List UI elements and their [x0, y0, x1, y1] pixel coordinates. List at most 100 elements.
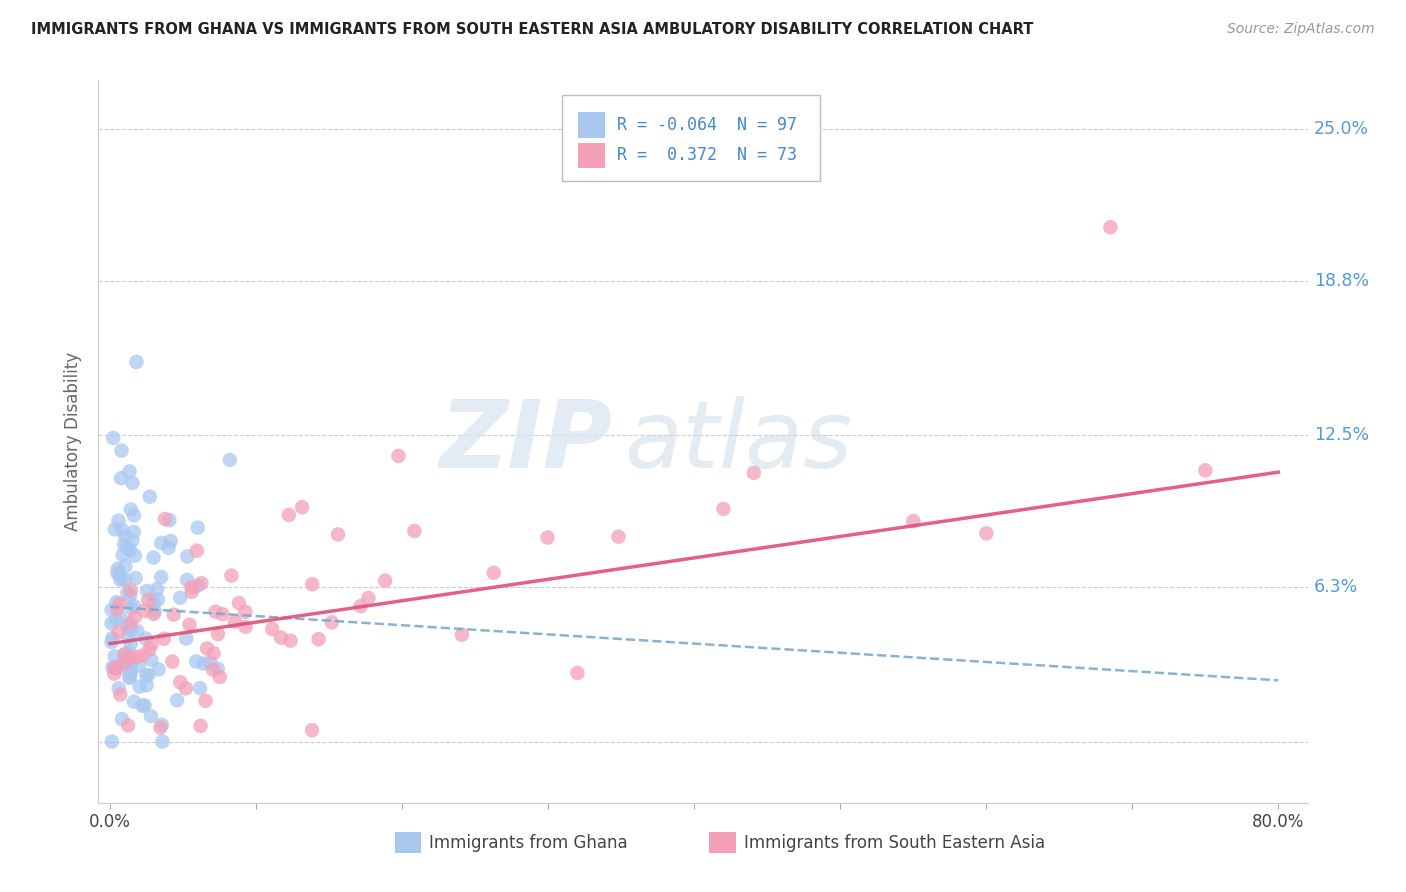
Point [117, 659, 139, 673]
Point [110, 443, 132, 458]
Point [152, 734, 174, 748]
Point [321, 615, 343, 630]
Point [134, 604, 156, 618]
Point [202, 646, 225, 660]
Point [326, 527, 349, 541]
Point [146, 592, 169, 607]
Point [169, 591, 191, 605]
Bar [709, 831, 735, 854]
Text: Source: ZipAtlas.com: Source: ZipAtlas.com [1227, 22, 1375, 37]
Point [451, 628, 474, 642]
Point [107, 566, 129, 581]
Point [404, 524, 426, 538]
Point [270, 631, 292, 645]
Point [903, 514, 925, 528]
Point [567, 665, 589, 680]
Point [114, 529, 136, 543]
Point [482, 566, 505, 580]
Point [142, 595, 165, 609]
Point [121, 623, 143, 637]
Point [104, 649, 127, 664]
Point [143, 605, 166, 619]
Point [100, 635, 122, 649]
Point [104, 661, 127, 675]
Text: atlas: atlas [624, 396, 852, 487]
Point [103, 666, 125, 681]
Point [179, 617, 201, 632]
Point [228, 596, 250, 610]
Point [1194, 463, 1216, 477]
Point [111, 712, 134, 726]
Point [387, 449, 409, 463]
Point [114, 559, 136, 574]
Point [233, 605, 256, 619]
Point [162, 655, 184, 669]
Point [180, 580, 202, 594]
Point [117, 586, 139, 600]
Point [374, 574, 396, 588]
Point [124, 571, 146, 585]
Point [180, 584, 202, 599]
Point [159, 533, 181, 548]
Point [280, 633, 302, 648]
Bar [578, 143, 605, 168]
Point [110, 610, 132, 624]
Text: R = -0.064  N = 97: R = -0.064 N = 97 [617, 116, 797, 134]
Point [174, 632, 197, 646]
Text: Immigrants from South Eastern Asia: Immigrants from South Eastern Asia [744, 833, 1045, 852]
Point [111, 548, 134, 562]
Point [105, 595, 128, 609]
Point [146, 582, 169, 597]
Point [134, 698, 156, 713]
Point [169, 675, 191, 690]
Point [108, 596, 131, 610]
Point [110, 573, 132, 587]
Point [121, 475, 143, 490]
Point [128, 658, 150, 673]
Point [127, 624, 149, 639]
Point [118, 670, 141, 684]
Point [190, 719, 212, 733]
Point [204, 605, 226, 619]
Point [301, 577, 323, 591]
Point [115, 541, 138, 555]
Point [122, 508, 145, 523]
Point [186, 543, 208, 558]
Point [112, 538, 135, 552]
Point [139, 490, 162, 504]
Point [104, 661, 127, 675]
Point [120, 665, 142, 679]
Point [136, 593, 159, 607]
Point [308, 632, 330, 647]
Point [100, 616, 122, 631]
Point [187, 579, 209, 593]
Point [187, 520, 209, 534]
Point [104, 522, 127, 536]
Point [111, 523, 134, 537]
Point [157, 513, 180, 527]
Point [107, 514, 129, 528]
Text: 18.8%: 18.8% [1313, 272, 1369, 290]
Point [193, 657, 215, 671]
Point [118, 620, 141, 634]
Point [713, 502, 735, 516]
Point [198, 656, 221, 670]
Text: 25.0%: 25.0% [1313, 120, 1369, 138]
Point [114, 573, 136, 587]
Point [111, 656, 134, 670]
Point [536, 531, 558, 545]
Point [122, 599, 145, 613]
Point [142, 607, 165, 621]
Point [184, 654, 207, 668]
Point [163, 607, 186, 622]
Point [101, 734, 124, 748]
Point [131, 648, 153, 663]
Point [135, 668, 157, 682]
Point [218, 453, 240, 467]
Point [291, 500, 314, 515]
Point [122, 695, 145, 709]
Point [125, 355, 148, 369]
Point [108, 569, 131, 583]
Point [142, 550, 165, 565]
Point [207, 662, 229, 676]
